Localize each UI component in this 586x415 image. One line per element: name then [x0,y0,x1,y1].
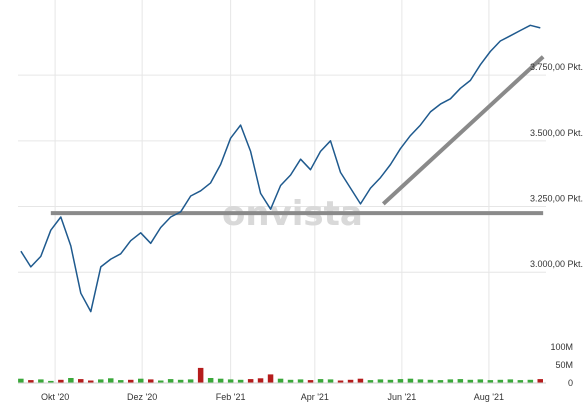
volume-bar [397,379,404,383]
x-gridlines [54,0,490,383]
volume-bar [148,379,154,383]
volume-bar [527,379,534,383]
volume-bar [187,379,194,383]
volume-bar [387,379,394,383]
volume-bars [18,367,543,383]
volume-bar [357,378,364,383]
volume-bar [277,378,284,383]
volume-bar [317,379,324,383]
volume-bar [58,379,64,383]
x-axis-labels: Okt '20 Dez '20 Feb '21 Apr '21 Jun '21 Aug '… [41,392,504,402]
volume-bar [257,378,264,383]
volume-bar [68,378,74,383]
volume-bar [158,380,164,383]
x-tick-label: Okt '20 [41,392,69,402]
volume-bar [347,379,354,383]
volume-bar [237,379,244,383]
volume-bar [477,379,484,383]
volume-bar [267,374,274,383]
volume-bar [507,379,514,383]
volume-bar [537,379,543,383]
y-tick-label: 3.000,00 Pkt. [530,259,583,269]
volume-bar [457,379,464,383]
volume-bar [407,378,414,383]
volume-bar [427,379,434,383]
volume-bar [48,380,54,383]
volume-tick-label: 0 [568,378,573,388]
x-tick-label: Feb '21 [216,392,246,402]
volume-bar [18,378,24,383]
volume-bar [108,378,114,383]
volume-bar [337,380,344,383]
volume-bar [217,378,224,383]
volume-bar [297,379,304,383]
volume-bar [98,379,104,383]
volume-bar [247,379,254,383]
volume-bar [377,379,384,383]
volume-bar [128,379,134,383]
volume-bar [497,379,504,383]
volume-bar [88,380,94,383]
volume-bar [287,379,294,383]
y-tick-label: 3.250,00 Pkt. [530,194,583,204]
volume-bar [28,380,34,383]
y-tick-label: 3.750,00 Pkt. [530,62,583,72]
x-tick-label: Aug '21 [474,392,504,402]
volume-bar [138,378,144,383]
volume-bar [227,379,234,383]
x-tick-label: Apr '21 [301,392,329,402]
volume-bar [118,380,124,383]
volume-tick-label: 100M [550,342,573,352]
volume-bar [327,379,334,383]
volume-bar [197,367,204,383]
volume-bar [417,379,424,383]
y-gridlines [18,74,546,273]
volume-axis-labels: 100M 50M 0 [550,342,573,388]
volume-bar [437,380,444,383]
volume-bar [367,380,374,383]
price-series-line [20,24,541,313]
trendline [381,55,545,206]
volume-bar [78,379,84,383]
volume-bar [517,380,524,383]
volume-bar [167,379,174,383]
volume-bar [447,379,454,383]
volume-bar [487,380,494,383]
x-tick-label: Jun '21 [387,392,416,402]
trendlines [50,55,545,216]
volume-bar [177,379,184,383]
y-axis-labels: 3.000,00 Pkt. 3.250,00 Pkt. 3.500,00 Pkt. 3… [530,62,583,269]
volume-bar [207,378,214,383]
x-tick-label: Dez '20 [127,392,157,402]
volume-bar [307,380,314,383]
y-tick-label: 3.500,00 Pkt. [530,128,583,138]
volume-tick-label: 50M [555,360,573,370]
volume-bar [38,379,44,383]
volume-bar [467,379,474,383]
